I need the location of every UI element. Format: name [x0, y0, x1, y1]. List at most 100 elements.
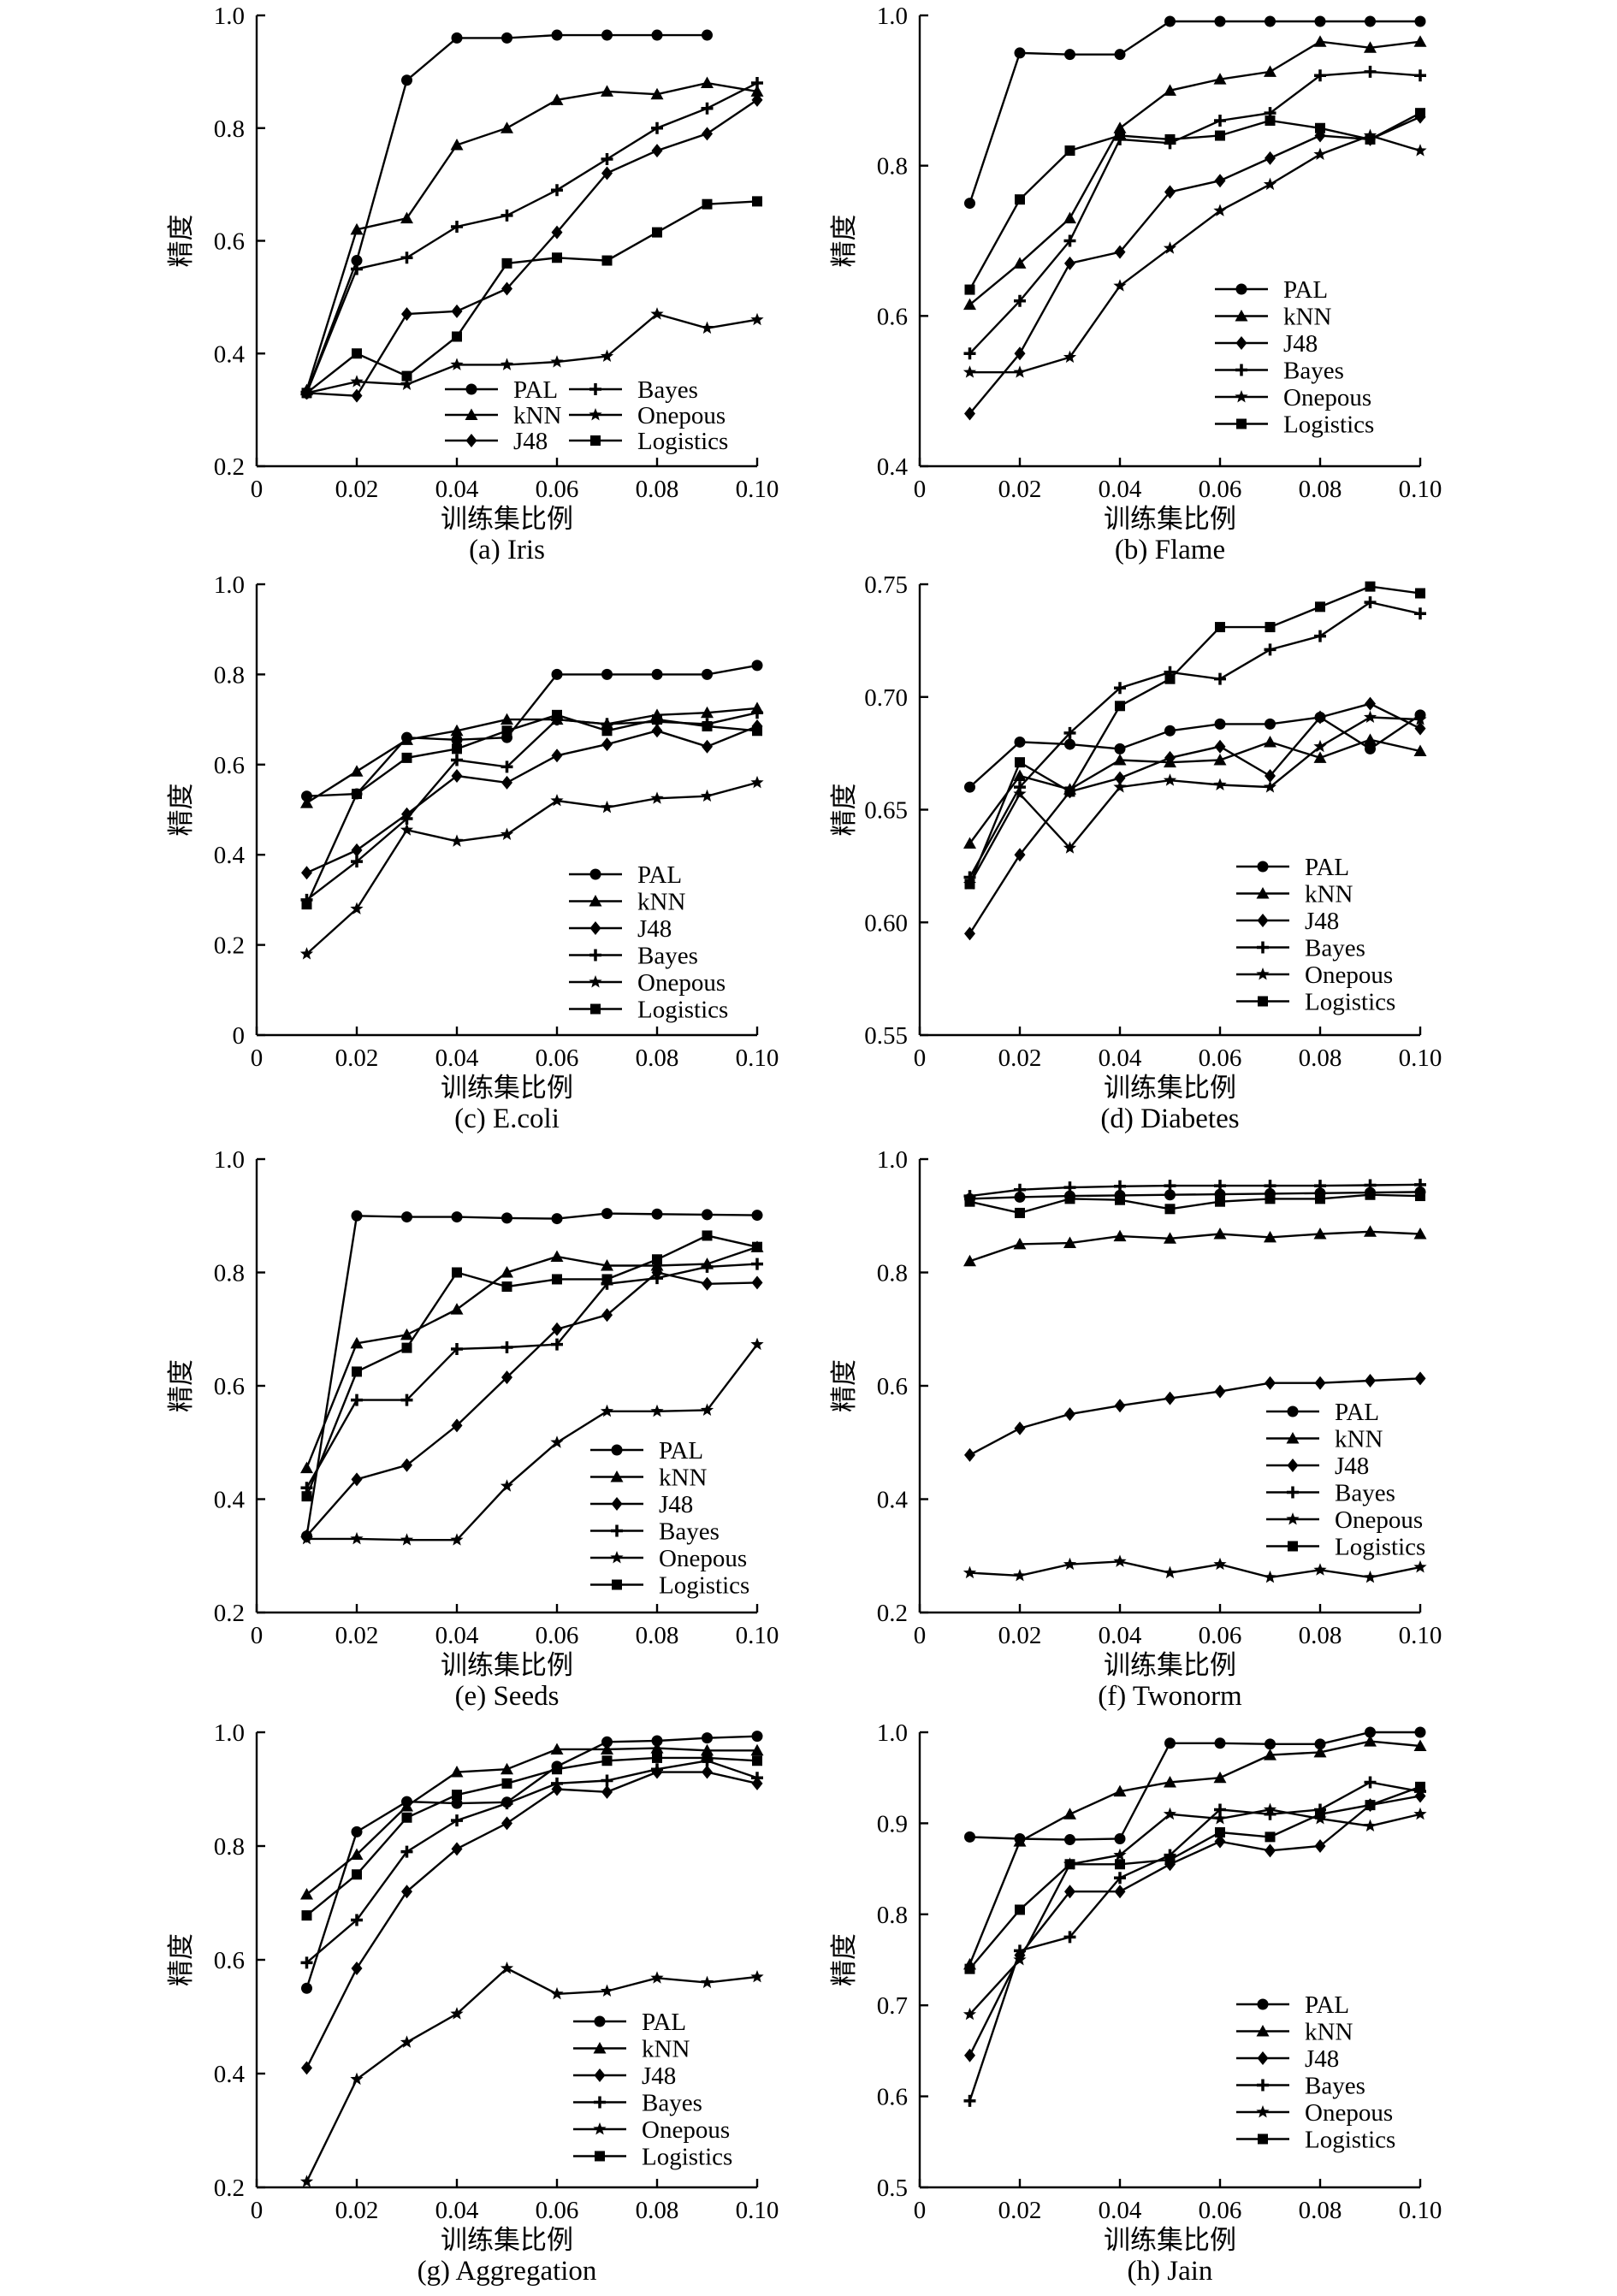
- data-point-onepous: [650, 1971, 664, 1984]
- data-point-logistics: [1265, 1831, 1276, 1843]
- x-tick-label: 0.02: [335, 476, 379, 503]
- data-point-j48: [964, 926, 975, 941]
- data-point-bayes: [1314, 630, 1326, 642]
- legend-label: Bayes: [1305, 2073, 1365, 2100]
- chart-panel-a-iris: 0.2 0.4 0.6 0.8 1.0 0 0.02 0.04 0.06 0.08 0.10 训练集比…: [166, 3, 779, 565]
- series-line-bayes: [969, 1183, 1421, 1198]
- data-point-j48: [1114, 771, 1126, 785]
- legend-marker-pal: [1235, 283, 1247, 295]
- legend-label: Bayes: [1335, 1480, 1395, 1507]
- data-point-logistics: [301, 1491, 312, 1502]
- data-point-logistics: [1365, 581, 1376, 592]
- data-point-pal: [1064, 738, 1075, 750]
- data-point-pal: [1164, 725, 1176, 737]
- data-point-pal: [1164, 1737, 1176, 1749]
- legend-item-bayes: Bayes: [1215, 358, 1344, 385]
- data-point-logistics: [501, 725, 512, 737]
- series-onepous: [962, 1554, 1427, 1583]
- data-point-j48: [1265, 1376, 1276, 1390]
- data-point-pal: [1014, 1191, 1026, 1203]
- data-point-logistics: [1115, 130, 1125, 141]
- data-point-knn: [650, 1742, 664, 1754]
- data-point-onepous: [299, 947, 314, 960]
- data-point-bayes: [751, 1772, 763, 1784]
- data-point-knn: [1213, 73, 1227, 85]
- series-j48: [964, 696, 1426, 941]
- data-point-onepous: [1363, 1570, 1377, 1583]
- legend-item-j48: J48: [569, 915, 672, 943]
- data-point-onepous: [1113, 1554, 1127, 1567]
- legend-label: kNN: [659, 1465, 707, 1492]
- legend-item-knn: kNN: [1236, 2019, 1353, 2046]
- data-point-j48: [351, 1472, 363, 1487]
- data-point-logistics: [501, 1281, 512, 1293]
- data-point-pal: [1014, 736, 1026, 748]
- legend-marker-pal: [1287, 1405, 1299, 1417]
- data-point-knn: [350, 222, 364, 235]
- data-point-knn: [1413, 1739, 1427, 1751]
- data-point-logistics: [702, 1230, 713, 1241]
- data-point-pal: [651, 29, 663, 41]
- series-bayes: [963, 1178, 1426, 1203]
- data-point-knn: [550, 93, 564, 105]
- data-point-onepous: [1263, 780, 1277, 793]
- data-point-j48: [1414, 1371, 1426, 1386]
- chart-title: (a) Iris: [469, 535, 545, 565]
- series-line-logistics: [968, 112, 1421, 291]
- data-point-knn: [1164, 1776, 1176, 1788]
- data-point-onepous: [1213, 1557, 1227, 1571]
- y-tick-label: 0.5: [877, 2175, 908, 2202]
- legend-label: kNN: [637, 889, 685, 916]
- legend-item-bayes: Bayes: [573, 2090, 702, 2117]
- x-tick-label: 0.08: [636, 1622, 679, 1649]
- data-point-j48: [1114, 1885, 1126, 1899]
- data-point-j48: [1014, 346, 1026, 361]
- y-axis-label: 精度: [166, 1933, 196, 1986]
- legend-marker-knn: [610, 1471, 624, 1482]
- data-point-logistics: [1215, 1827, 1225, 1838]
- data-point-pal: [1365, 15, 1376, 27]
- x-axis-label: 训练集比例: [1104, 504, 1236, 534]
- data-point-bayes: [300, 1956, 313, 1969]
- legend-marker-bayes: [589, 383, 601, 395]
- data-point-onepous: [400, 2035, 414, 2048]
- data-point-logistics: [1265, 1193, 1276, 1204]
- data-point-onepous: [350, 2072, 364, 2086]
- data-point-pal: [751, 1731, 763, 1743]
- legend-label: PAL: [659, 1437, 703, 1465]
- data-point-j48: [1214, 174, 1226, 188]
- data-point-pal: [351, 1826, 363, 1837]
- data-point-onepous: [1263, 177, 1277, 191]
- series-line-bayes: [305, 1760, 758, 1964]
- series-line-bayes: [968, 601, 1421, 879]
- legend-marker-j48: [589, 921, 601, 935]
- x-tick-label: 0.10: [736, 2197, 779, 2224]
- series-line-j48: [305, 1271, 758, 1537]
- data-point-onepous: [1113, 279, 1127, 292]
- data-point-knn: [350, 1336, 364, 1349]
- data-point-pal: [702, 1732, 713, 1744]
- data-point-bayes: [551, 1777, 563, 1790]
- data-point-knn: [1113, 754, 1127, 766]
- series-onepous: [299, 1337, 764, 1546]
- x-tick-label: 0: [251, 476, 264, 503]
- data-point-logistics: [301, 388, 312, 399]
- data-point-bayes: [651, 121, 663, 134]
- legend-item-knn: kNN: [1266, 1426, 1383, 1453]
- series-knn: [963, 35, 1427, 311]
- legend-item-logistics: Logistics: [1236, 989, 1395, 1016]
- y-tick-label: 0.70: [864, 684, 908, 712]
- x-tick-label: 0.04: [435, 2197, 479, 2224]
- data-point-j48: [1164, 750, 1176, 765]
- x-tick-label: 0.08: [1299, 2197, 1342, 2224]
- legend-item-bayes: Bayes: [1266, 1480, 1395, 1507]
- chart-title: (f) Twonorm: [1098, 1681, 1242, 1712]
- x-tick-label: 0.06: [1199, 2197, 1242, 2224]
- chart-title: (g) Aggregation: [418, 2256, 597, 2287]
- data-point-onepous: [550, 1435, 564, 1448]
- data-point-bayes: [751, 1257, 763, 1270]
- data-point-pal: [702, 668, 713, 680]
- series-line-knn: [305, 1246, 758, 1469]
- legend-marker-bayes: [589, 949, 601, 962]
- data-point-pal: [451, 32, 463, 44]
